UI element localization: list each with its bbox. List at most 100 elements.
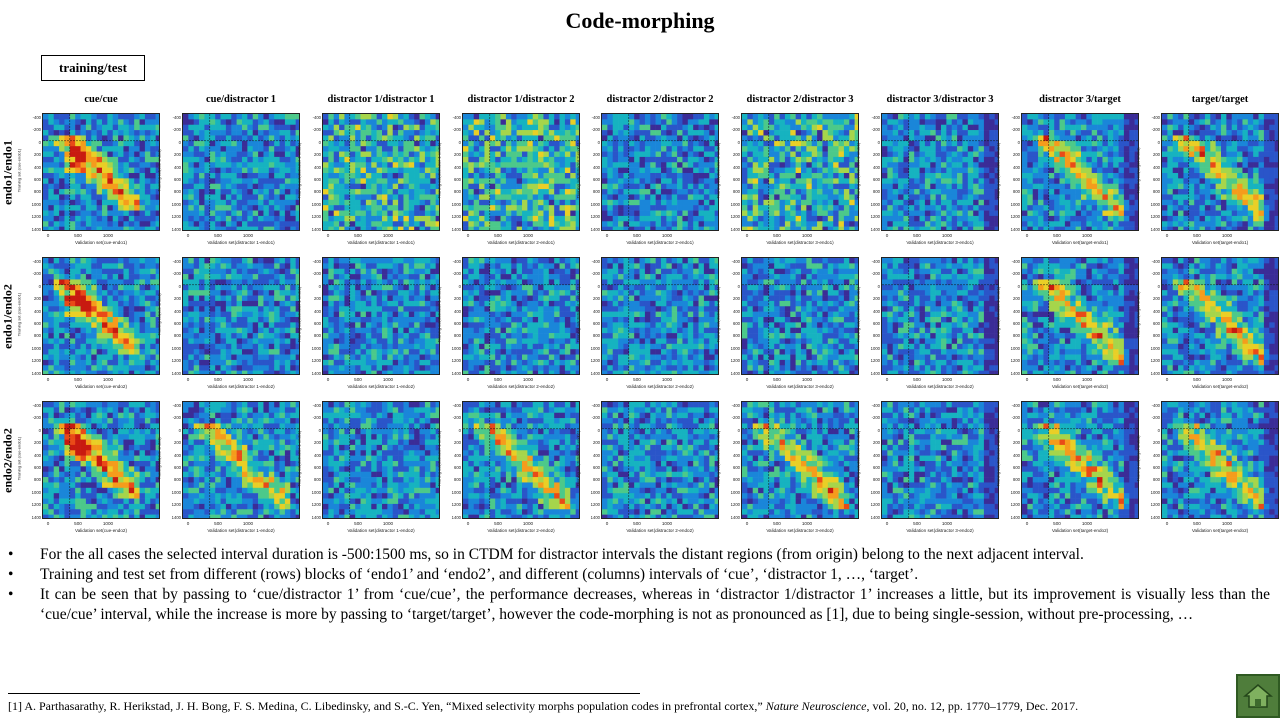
- y-tick-label: 400: [733, 308, 740, 314]
- y-tick-label: 200: [593, 296, 600, 302]
- x-tick-label: 500: [74, 521, 82, 526]
- x-tick-label: 1000: [102, 377, 114, 382]
- y-tick-label: -200: [452, 271, 461, 277]
- x-tick-label: 500: [773, 521, 781, 526]
- x-tick-label: 0: [885, 377, 889, 382]
- y-axis-label: Training set (cue-endo1): [16, 148, 22, 193]
- y-tick-label: 1000: [1010, 489, 1020, 495]
- y-tick-label: 0: [1157, 139, 1160, 145]
- y-tick-label: 1000: [1150, 489, 1160, 495]
- column-label: distractor 2/distractor 3: [746, 94, 854, 105]
- y-tick-label: -200: [312, 271, 321, 277]
- y-axis-label: Training set(distractor 2-endo1): [715, 430, 721, 487]
- x-axis-label: Validation set(distractor 1-endo2): [207, 528, 275, 533]
- y-tick-label: 0: [458, 427, 461, 433]
- y-tick-label: -400: [1151, 403, 1160, 408]
- y-tick-label: 0: [1157, 283, 1160, 289]
- y-tick-label: 400: [34, 308, 41, 314]
- footnote-journal: Nature Neuroscience: [765, 699, 867, 713]
- y-tick-label: 0: [737, 427, 740, 433]
- x-tick-label: 0: [745, 521, 749, 526]
- x-axis-label: Validation set(distractor 3-endo2): [766, 528, 834, 533]
- y-tick-label: 200: [314, 440, 321, 446]
- y-tick-label: -400: [591, 259, 600, 264]
- y-tick-label: 200: [1013, 152, 1020, 158]
- x-tick-label: 500: [913, 521, 921, 526]
- y-tick-label: -400: [32, 403, 41, 408]
- y-tick-label: 400: [174, 452, 181, 458]
- y-tick-label: 200: [34, 152, 41, 158]
- y-tick-label: 400: [733, 452, 740, 458]
- x-tick-label: 1000: [941, 521, 953, 526]
- y-tick-label: -200: [731, 415, 740, 421]
- y-tick-label: 200: [454, 296, 461, 302]
- x-axis-label: Validation set(target-endo2): [1191, 384, 1249, 389]
- x-tick-label: 500: [494, 521, 502, 526]
- y-tick-label: 1200: [31, 214, 41, 220]
- y-tick-label: 0: [318, 283, 321, 289]
- y-tick-label: 800: [593, 477, 600, 483]
- y-axis-label: Training set(distractor 2-endo1): [575, 286, 581, 343]
- y-tick-label: 1000: [311, 489, 321, 495]
- y-tick-label: 1000: [730, 489, 740, 495]
- y-tick-label: 1400: [870, 370, 880, 376]
- y-tick-label: -200: [591, 127, 600, 133]
- y-tick-label: 0: [877, 427, 880, 433]
- y-tick-label: 1200: [730, 502, 740, 508]
- y-tick-label: 800: [314, 477, 321, 483]
- y-tick-label: 600: [873, 465, 880, 470]
- y-tick-label: 1000: [31, 345, 41, 351]
- home-button[interactable]: [1236, 674, 1280, 718]
- y-tick-label: 1200: [1150, 214, 1160, 220]
- column-label: distractor 1/distractor 1: [327, 94, 435, 105]
- y-tick-label: 400: [1013, 308, 1020, 314]
- x-tick-label: 500: [354, 233, 362, 238]
- x-tick-label: 1000: [801, 233, 813, 238]
- x-tick-label: 1000: [1221, 233, 1233, 238]
- y-tick-label: 1400: [590, 514, 600, 520]
- x-axis-label: Validation set(target-endo2): [1191, 528, 1249, 533]
- x-tick-label: 1000: [102, 233, 114, 238]
- y-tick-label: 1200: [451, 502, 461, 508]
- x-tick-label: 1000: [801, 521, 813, 526]
- x-tick-label: 1000: [1081, 521, 1093, 526]
- x-tick-label: 1000: [382, 377, 394, 382]
- y-tick-label: -200: [32, 415, 41, 421]
- y-tick-label: -200: [731, 271, 740, 277]
- x-tick-label: 1000: [941, 233, 953, 238]
- y-tick-label: 800: [873, 189, 880, 195]
- y-tick-label: 0: [1017, 139, 1020, 145]
- footnote-divider: [8, 693, 640, 694]
- x-tick-label: 500: [214, 377, 222, 382]
- x-tick-label: 0: [326, 377, 330, 382]
- y-tick-label: 0: [877, 283, 880, 289]
- x-tick-label: 1000: [661, 521, 673, 526]
- x-axis-label: Validation set(distractor 1-endo2): [207, 384, 275, 389]
- y-tick-label: 1000: [171, 489, 181, 495]
- x-tick-label: 0: [46, 377, 50, 382]
- y-tick-label: 800: [34, 189, 41, 195]
- y-tick-label: 400: [593, 452, 600, 458]
- bullet-text: For the all cases the selected interval …: [40, 546, 1084, 563]
- y-tick-label: 1400: [311, 370, 321, 376]
- y-tick-label: 1400: [31, 514, 41, 520]
- y-tick-label: 1200: [1010, 502, 1020, 508]
- x-axis-label: Validation set(distractor 2-endo2): [626, 528, 694, 533]
- y-axis-label: Training set(cue-endo1): [156, 293, 162, 336]
- x-tick-label: 1000: [1221, 521, 1233, 526]
- x-tick-label: 500: [214, 233, 222, 238]
- y-tick-label: 600: [733, 465, 740, 470]
- y-tick-label: 400: [174, 308, 181, 314]
- x-axis-label: Validation set(distractor 1-endo1): [347, 240, 415, 245]
- y-tick-label: 800: [1013, 189, 1020, 195]
- y-tick-label: 600: [593, 465, 600, 470]
- y-tick-label: 0: [178, 139, 181, 145]
- x-axis-label: Validation set(distractor 3-endo2): [906, 384, 974, 389]
- heatmap-panel: [182, 113, 300, 231]
- y-tick-label: 1000: [590, 489, 600, 495]
- y-tick-label: 600: [1013, 321, 1020, 326]
- y-tick-label: -200: [871, 271, 880, 277]
- y-tick-label: 0: [877, 139, 880, 145]
- y-tick-label: 1400: [1010, 514, 1020, 520]
- y-tick-label: 1000: [1010, 201, 1020, 207]
